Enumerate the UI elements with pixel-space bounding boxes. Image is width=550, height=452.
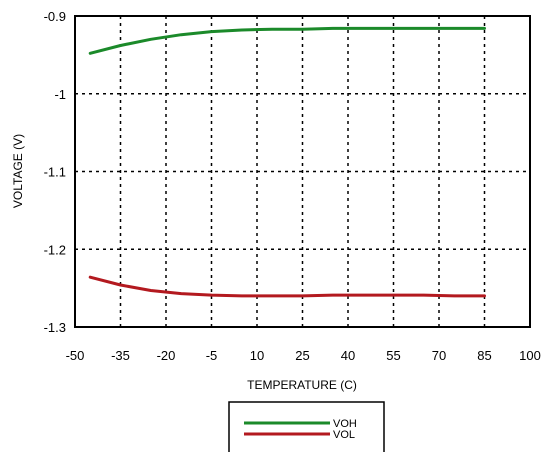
series-line-vol [88, 275, 486, 298]
x-tick-label: 70 [432, 348, 446, 363]
x-tick-label: 85 [477, 348, 491, 363]
grid [75, 16, 530, 327]
y-tick-label: -1.2 [44, 242, 66, 257]
y-tick-label: -1.3 [44, 320, 66, 335]
legend-box [228, 401, 385, 452]
x-tick-label: 55 [386, 348, 400, 363]
legend: VOH VOL [228, 401, 385, 452]
x-tick-label: 40 [341, 348, 355, 363]
legend-label-voh: VOH [333, 418, 357, 430]
x-axis-title: TEMPERATURE (C) [247, 378, 357, 392]
x-tick-label: -20 [157, 348, 176, 363]
y-axis-title: VOLTAGE (V) [11, 134, 25, 208]
y-tick-label: -1.1 [44, 165, 66, 180]
x-tick-labels: -50 -35 -20 -5 10 25 40 55 70 85 100 [66, 348, 541, 363]
x-tick-label: 25 [295, 348, 309, 363]
y-tick-label: -0.9 [44, 9, 66, 24]
series-line-voh [88, 26, 486, 55]
y-tick-label: -1 [54, 87, 66, 102]
y-tick-labels: -0.9 -1 -1.1 -1.2 -1.3 [44, 9, 66, 335]
x-tick-label: 10 [250, 348, 264, 363]
legend-label-vol: VOL [333, 429, 355, 441]
x-tick-label: -5 [206, 348, 218, 363]
plot-border [74, 15, 531, 328]
x-tick-label: 100 [519, 348, 541, 363]
x-tick-label: -50 [66, 348, 85, 363]
x-tick-label: -35 [111, 348, 130, 363]
series-layer [88, 26, 486, 298]
